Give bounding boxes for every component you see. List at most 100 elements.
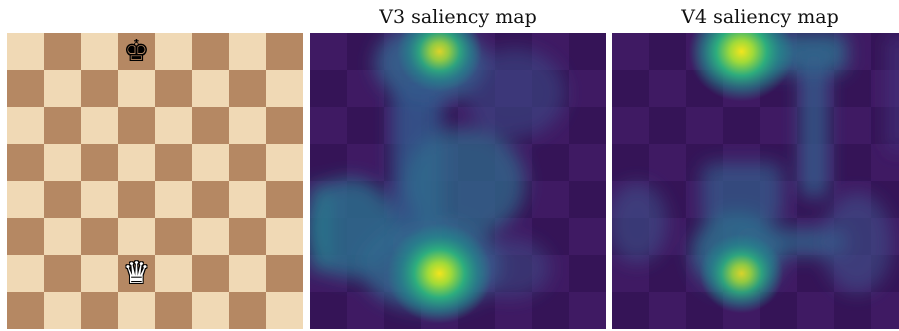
square-h1 (266, 292, 303, 329)
v3-saliency-title: V3 saliency map (379, 6, 537, 28)
square-d2: ♛ (118, 255, 155, 292)
square-c6 (81, 107, 118, 144)
square-d8: ♚ (118, 33, 155, 70)
v4-saliency-title: V4 saliency map (681, 6, 839, 28)
v4-saliency-map (612, 33, 899, 329)
chess-board: ♚ ♛ (7, 33, 303, 329)
white-queen-piece: ♛ (123, 255, 150, 291)
v3-diffuse-region (310, 183, 330, 273)
v3-cell (310, 70, 347, 107)
square-f5 (192, 144, 229, 181)
square-h7 (266, 70, 303, 107)
square-c1 (81, 292, 118, 329)
square-b5 (44, 144, 81, 181)
v3-cell (310, 144, 347, 181)
square-d5 (118, 144, 155, 181)
square-a1 (7, 292, 44, 329)
v4-hotspot-d2 (699, 233, 784, 314)
square-e6 (155, 107, 192, 144)
square-e3 (155, 218, 192, 255)
square-c8 (81, 33, 118, 70)
square-h4 (266, 181, 303, 218)
square-a5 (7, 144, 44, 181)
square-e1 (155, 292, 192, 329)
v3-cell (532, 144, 569, 181)
square-c7 (81, 70, 118, 107)
v4-cell (649, 107, 686, 144)
square-a7 (7, 70, 44, 107)
square-e5 (155, 144, 192, 181)
v4-cell (649, 33, 686, 70)
square-c4 (81, 181, 118, 218)
chess-board-panel: ♚ ♛ (7, 33, 303, 329)
v4-saliency-heatmap (612, 33, 899, 329)
square-c2 (81, 255, 118, 292)
square-c3 (81, 218, 118, 255)
v4-cell (612, 144, 649, 181)
v3-diffuse-region (465, 48, 565, 138)
square-g7 (229, 70, 266, 107)
v4-cell (834, 144, 871, 181)
square-g2 (229, 255, 266, 292)
v4-diffuse-region (612, 183, 667, 263)
v4-diffuse-region (822, 193, 892, 293)
square-d7 (118, 70, 155, 107)
square-e8 (155, 33, 192, 70)
v3-hotspot-d2 (387, 223, 492, 324)
v3-cell (569, 255, 606, 292)
square-f6 (192, 107, 229, 144)
square-b4 (44, 181, 81, 218)
v4-cell (612, 70, 649, 107)
v4-cell (723, 107, 760, 144)
square-f8 (192, 33, 229, 70)
square-a2 (7, 255, 44, 292)
square-g1 (229, 292, 266, 329)
square-b7 (44, 70, 81, 107)
square-h6 (266, 107, 303, 144)
v4-diffuse-region (702, 163, 782, 223)
square-d3 (118, 218, 155, 255)
v3-cell (569, 181, 606, 218)
v3-cell (532, 292, 569, 329)
v4-diffuse-region (800, 48, 828, 198)
v4-cell (834, 292, 871, 329)
square-h3 (266, 218, 303, 255)
v4-hotspot-d8 (689, 33, 794, 102)
black-king-piece: ♚ (123, 33, 150, 69)
square-d4 (118, 181, 155, 218)
square-e2 (155, 255, 192, 292)
v4-diffuse-region (887, 33, 899, 153)
square-e7 (155, 70, 192, 107)
square-a6 (7, 107, 44, 144)
v4-cell (649, 255, 686, 292)
square-g8 (229, 33, 266, 70)
v4-cell (612, 292, 649, 329)
square-h2 (266, 255, 303, 292)
square-g3 (229, 218, 266, 255)
square-b3 (44, 218, 81, 255)
square-f7 (192, 70, 229, 107)
v3-cell (569, 33, 606, 70)
square-f4 (192, 181, 229, 218)
v3-cell (569, 107, 606, 144)
v3-cell (347, 107, 384, 144)
square-b6 (44, 107, 81, 144)
square-d1 (118, 292, 155, 329)
square-g5 (229, 144, 266, 181)
v3-saliency-map (310, 33, 606, 329)
square-h8 (266, 33, 303, 70)
square-a4 (7, 181, 44, 218)
square-h5 (266, 144, 303, 181)
square-b8 (44, 33, 81, 70)
square-b2 (44, 255, 81, 292)
v3-hotspot-d8 (397, 33, 482, 92)
square-f1 (192, 292, 229, 329)
square-e4 (155, 181, 192, 218)
square-f3 (192, 218, 229, 255)
square-a3 (7, 218, 44, 255)
square-d6 (118, 107, 155, 144)
square-g4 (229, 181, 266, 218)
square-a8 (7, 33, 44, 70)
square-b1 (44, 292, 81, 329)
v3-cell (310, 292, 347, 329)
